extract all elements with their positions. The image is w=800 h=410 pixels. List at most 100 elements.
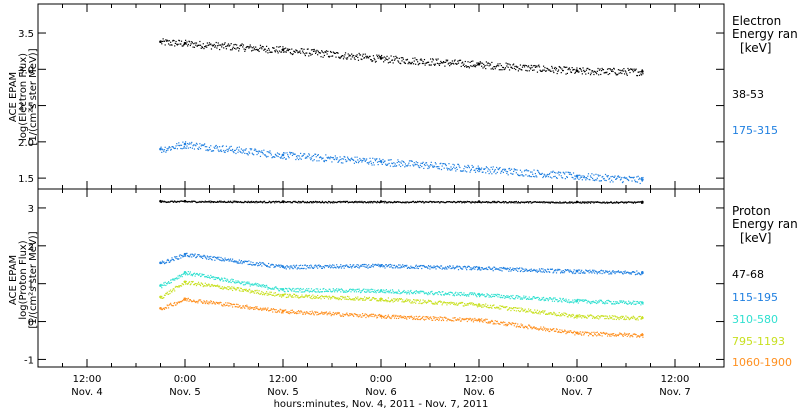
data-dot	[257, 265, 259, 267]
data-dot	[458, 265, 460, 267]
data-dot	[305, 201, 307, 204]
data-dot	[624, 177, 626, 179]
data-dot	[632, 177, 635, 179]
data-dot	[233, 261, 235, 263]
data-dot	[515, 326, 517, 328]
data-dot	[445, 293, 447, 295]
data-dot	[330, 201, 332, 203]
data-dot	[472, 302, 475, 305]
data-dot	[333, 202, 335, 204]
data-dot	[206, 283, 208, 286]
data-dot	[363, 57, 366, 59]
data-dot	[389, 159, 391, 161]
data-dot	[374, 291, 377, 293]
data-dot	[296, 268, 298, 270]
data-dot	[305, 156, 307, 158]
data-dot	[176, 44, 179, 46]
data-dot	[513, 268, 515, 270]
data-dot	[240, 307, 243, 309]
data-dot	[583, 316, 586, 319]
data-dot	[461, 170, 464, 172]
data-dot	[568, 314, 570, 316]
data-dot	[576, 176, 578, 178]
data-dot	[173, 147, 175, 149]
data-dot	[228, 45, 230, 47]
data-dot	[248, 288, 251, 290]
data-point	[159, 295, 162, 299]
data-dot	[417, 316, 419, 318]
data-dot	[398, 201, 400, 203]
data-dot	[170, 148, 172, 150]
data-dot	[219, 200, 221, 202]
data-dot	[557, 202, 560, 204]
data-dot	[508, 167, 511, 170]
data-dot	[501, 305, 503, 307]
data-dot	[576, 317, 578, 319]
data-dot	[322, 56, 324, 58]
data-dot	[189, 41, 191, 43]
data-dot	[545, 201, 547, 203]
data-dot	[572, 272, 574, 275]
data-dot	[165, 282, 168, 285]
data-dot	[634, 274, 637, 276]
data-dot	[265, 291, 268, 293]
data-dot	[315, 266, 317, 268]
data-dot	[563, 272, 565, 274]
data-dot	[510, 307, 513, 309]
data-dot	[513, 298, 515, 300]
data-dot	[376, 317, 378, 319]
data-dot	[534, 66, 537, 68]
data-dot	[490, 166, 492, 168]
data-dot	[195, 256, 198, 258]
data-dot	[570, 270, 572, 273]
data-dot	[259, 308, 261, 311]
data-dot	[172, 146, 174, 148]
data-dot	[546, 201, 548, 203]
data-dot	[222, 305, 224, 307]
data-dot	[455, 202, 457, 204]
data-dot	[238, 287, 240, 289]
data-dot	[285, 268, 287, 270]
data-dot	[502, 305, 504, 307]
data-dot	[267, 155, 269, 158]
data-dot	[597, 201, 599, 203]
data-dot	[599, 317, 601, 319]
data-dot	[261, 45, 264, 48]
data-dot	[602, 68, 605, 71]
data-dot	[285, 158, 287, 160]
data-dot	[491, 305, 494, 307]
data-dot	[334, 158, 336, 161]
data-dot	[366, 291, 368, 293]
data-dot	[547, 268, 549, 271]
data-dot	[474, 266, 477, 268]
data-dot	[403, 201, 405, 203]
data-dot	[327, 202, 329, 204]
data-dot	[305, 290, 307, 292]
data-dot	[289, 48, 291, 51]
data-dot	[432, 302, 434, 305]
data-dot	[502, 201, 504, 203]
data-dot	[334, 201, 336, 203]
data-dot	[458, 294, 460, 296]
data-dot	[223, 43, 225, 45]
data-dot	[206, 201, 208, 203]
data-dot	[339, 156, 341, 158]
data-dot	[587, 314, 589, 316]
data-dot	[461, 202, 463, 204]
data-dot	[217, 201, 219, 203]
data-dot	[416, 291, 418, 293]
data-dot	[440, 265, 443, 267]
data-dot	[604, 270, 607, 272]
data-dot	[555, 272, 558, 274]
data-dot	[483, 319, 485, 321]
data-dot	[183, 201, 185, 203]
data-dot	[319, 296, 321, 299]
data-dot	[387, 163, 389, 165]
data-dot	[630, 201, 632, 203]
data-dot	[587, 300, 589, 302]
data-dot	[578, 298, 580, 301]
data-dot	[236, 303, 238, 305]
data-dot	[382, 315, 384, 318]
data-dot	[206, 42, 208, 44]
data-dot	[435, 163, 437, 165]
